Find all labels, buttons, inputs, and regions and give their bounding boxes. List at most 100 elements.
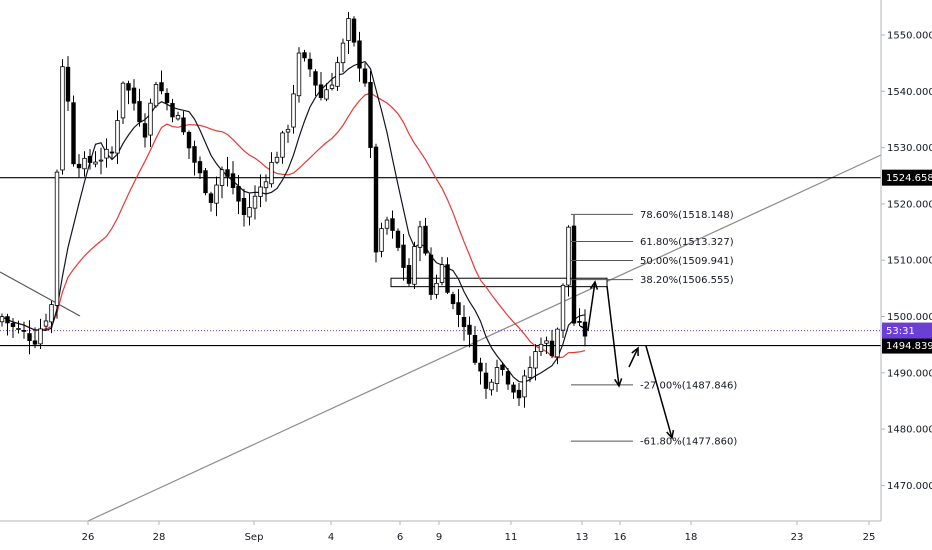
arrow-down-2[interactable] (645, 345, 673, 439)
arrow-up-1[interactable] (579, 281, 596, 332)
candle-body (258, 186, 263, 197)
x-tick-label: 18 (685, 532, 698, 543)
candle-body (247, 207, 252, 218)
candle-body (577, 321, 582, 323)
candle-body (71, 102, 76, 165)
y-tick-label: 1530.000 (887, 143, 932, 154)
resistance-zone[interactable] (390, 277, 608, 288)
candle-body (467, 324, 472, 335)
x-tick-label: 6 (397, 532, 403, 543)
candle-body (401, 244, 406, 268)
candle-body (93, 161, 98, 165)
fib-levels[interactable]: 78.60%(1518.148) 61.80%(1513.327) 50.00%(1… (571, 210, 737, 448)
candle-body (219, 169, 225, 186)
arrow-down-1[interactable] (606, 285, 620, 387)
candle-body (434, 282, 439, 295)
candle-body (203, 170, 208, 194)
candle-body (21, 329, 27, 332)
price-tags: 1524.658 1494.839 53:31 (882, 169, 932, 354)
arrow-down-2-head (666, 429, 675, 440)
x-tick-label: 26 (82, 532, 95, 543)
trendlines[interactable] (0, 154, 882, 522)
candle-body (318, 84, 324, 98)
x-tick-label: Sep (245, 532, 264, 543)
falling-trendline[interactable] (0, 271, 81, 317)
candle-body (549, 340, 555, 357)
candle-body (274, 156, 280, 163)
level-price-tag: 1524.658 (886, 173, 932, 184)
candle-body (65, 66, 71, 102)
fib-level-label: 38.20%(1506.555) (640, 275, 734, 286)
candle-body (340, 42, 346, 64)
candles (0, 12, 588, 408)
candle-body (555, 328, 560, 358)
candle-body (159, 82, 164, 92)
resistance-zone-box[interactable] (390, 277, 608, 288)
candle-body (313, 71, 318, 86)
candle-body (346, 18, 351, 41)
candle-body (252, 195, 258, 209)
candle-body (357, 40, 362, 69)
candle-body (285, 128, 291, 133)
y-tick-label: 1490.000 (887, 368, 932, 379)
fib-level-label: 78.60%(1518.148) (640, 210, 734, 221)
arrow-up-2[interactable] (628, 347, 639, 368)
candle-body (60, 66, 65, 171)
rising-trendline[interactable] (87, 154, 882, 522)
horizontal-levels[interactable] (0, 177, 881, 347)
projection-arrows[interactable] (579, 280, 675, 440)
candle-body (522, 375, 527, 398)
fib-level-label: 50.00%(1509.941) (640, 256, 734, 267)
candle-body (412, 246, 417, 285)
candle-body (54, 171, 60, 306)
x-tick-label: 13 (576, 532, 589, 543)
x-tick-label: 28 (153, 532, 166, 543)
candle-body (98, 159, 104, 162)
fib-level-label: 61.80%(1513.327) (640, 237, 734, 248)
candle-body (494, 367, 500, 384)
candle-body (192, 146, 197, 163)
candle-body (76, 163, 82, 169)
y-tick-label: 1470.000 (887, 481, 932, 492)
candle-body (511, 384, 516, 393)
x-tick-label: 23 (791, 532, 804, 543)
candle-body (527, 367, 533, 378)
slow-moving-average (1, 92, 586, 359)
candle-body (296, 52, 302, 97)
candle-body (49, 304, 54, 323)
arrow-up-2-head (631, 346, 639, 357)
candle-body (164, 92, 170, 104)
candle-body (390, 218, 395, 231)
candle-body (230, 173, 236, 188)
candle-body (104, 148, 109, 159)
candle-body (131, 87, 137, 104)
candle-body (291, 93, 296, 128)
candle-body (181, 117, 186, 133)
candle-body (362, 68, 368, 84)
candle-body (126, 83, 131, 91)
x-tick-label: 25 (863, 532, 876, 543)
x-tick-label: 16 (614, 532, 627, 543)
candle-body (450, 294, 456, 305)
candle-body (5, 316, 10, 324)
candle-body (368, 81, 373, 148)
candle-body (87, 156, 93, 163)
candle-body (307, 58, 313, 70)
candle-body (439, 264, 445, 283)
candle-body (335, 62, 340, 87)
candle-body (395, 230, 401, 248)
candle-body (109, 151, 115, 154)
candle-body (500, 364, 505, 371)
candle-body (38, 328, 43, 345)
arrow-down-1-head (614, 378, 623, 388)
candle-body (489, 381, 494, 391)
level-price-tag-bg (882, 337, 932, 354)
candle-body (461, 316, 467, 328)
y-tick-label: 1520.000 (887, 199, 932, 210)
candle-body (120, 82, 126, 119)
candle-body (175, 115, 181, 120)
candle-body (16, 328, 21, 330)
